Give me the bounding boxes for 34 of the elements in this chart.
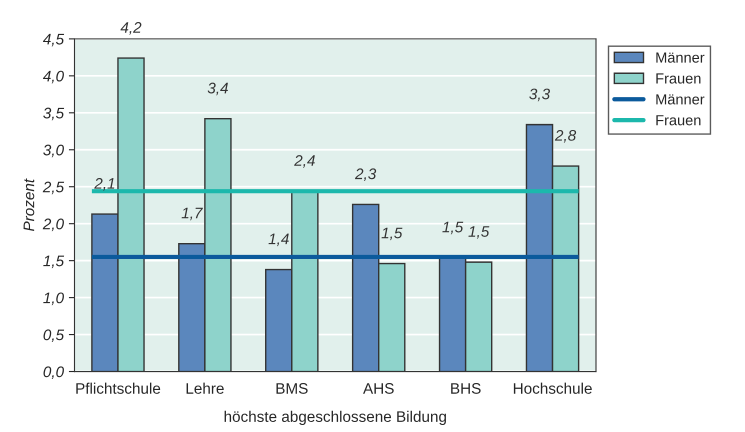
y-axis-title: Prozent (24, 178, 34, 232)
x-axis-title: höchste abgeschlossene Bildung (224, 410, 446, 426)
legend-label: Frauen (656, 115, 700, 126)
y-tick-label: 3,0 (43, 144, 64, 158)
legend-label: Männer (656, 52, 704, 63)
y-tick-label: 4,5 (42, 34, 64, 46)
data-label: 2,3 (354, 168, 376, 182)
data-label: 2,1 (94, 178, 114, 191)
data-label: 4,2 (120, 22, 142, 35)
data-label: 1,7 (182, 208, 203, 220)
x-tick-label: Pflichtschule (76, 382, 160, 394)
data-label: 1,5 (468, 226, 490, 239)
y-tick-label: 0,5 (44, 329, 64, 342)
x-tick-label: Hochschule (514, 382, 592, 394)
data-label: 1,4 (268, 234, 289, 246)
y-tick-label: 0,0 (44, 366, 64, 380)
x-tick-label: AHS (363, 383, 394, 394)
y-tick-label: 3,5 (43, 108, 64, 120)
x-tick-label: BMS (276, 383, 308, 394)
y-tick-label: 1,0 (43, 292, 64, 306)
data-label: 3,4 (208, 82, 228, 96)
x-tick-label: BHS (451, 383, 481, 394)
y-tick-label: 2,5 (42, 182, 64, 194)
data-label: 2,8 (554, 130, 576, 143)
data-label: 1,5 (382, 228, 402, 240)
y-tick-label: 4,0 (42, 70, 64, 84)
legend-label: Männer (656, 94, 704, 104)
y-tick-label: 1,5 (43, 256, 64, 268)
data-label: 3,3 (529, 88, 550, 102)
data-label: 2,4 (294, 155, 315, 168)
data-label: 1,5 (442, 222, 464, 234)
y-tick-label: 2,0 (42, 218, 64, 232)
x-tick-label: Lehre (186, 382, 224, 394)
legend-label: Frauen (656, 73, 700, 84)
